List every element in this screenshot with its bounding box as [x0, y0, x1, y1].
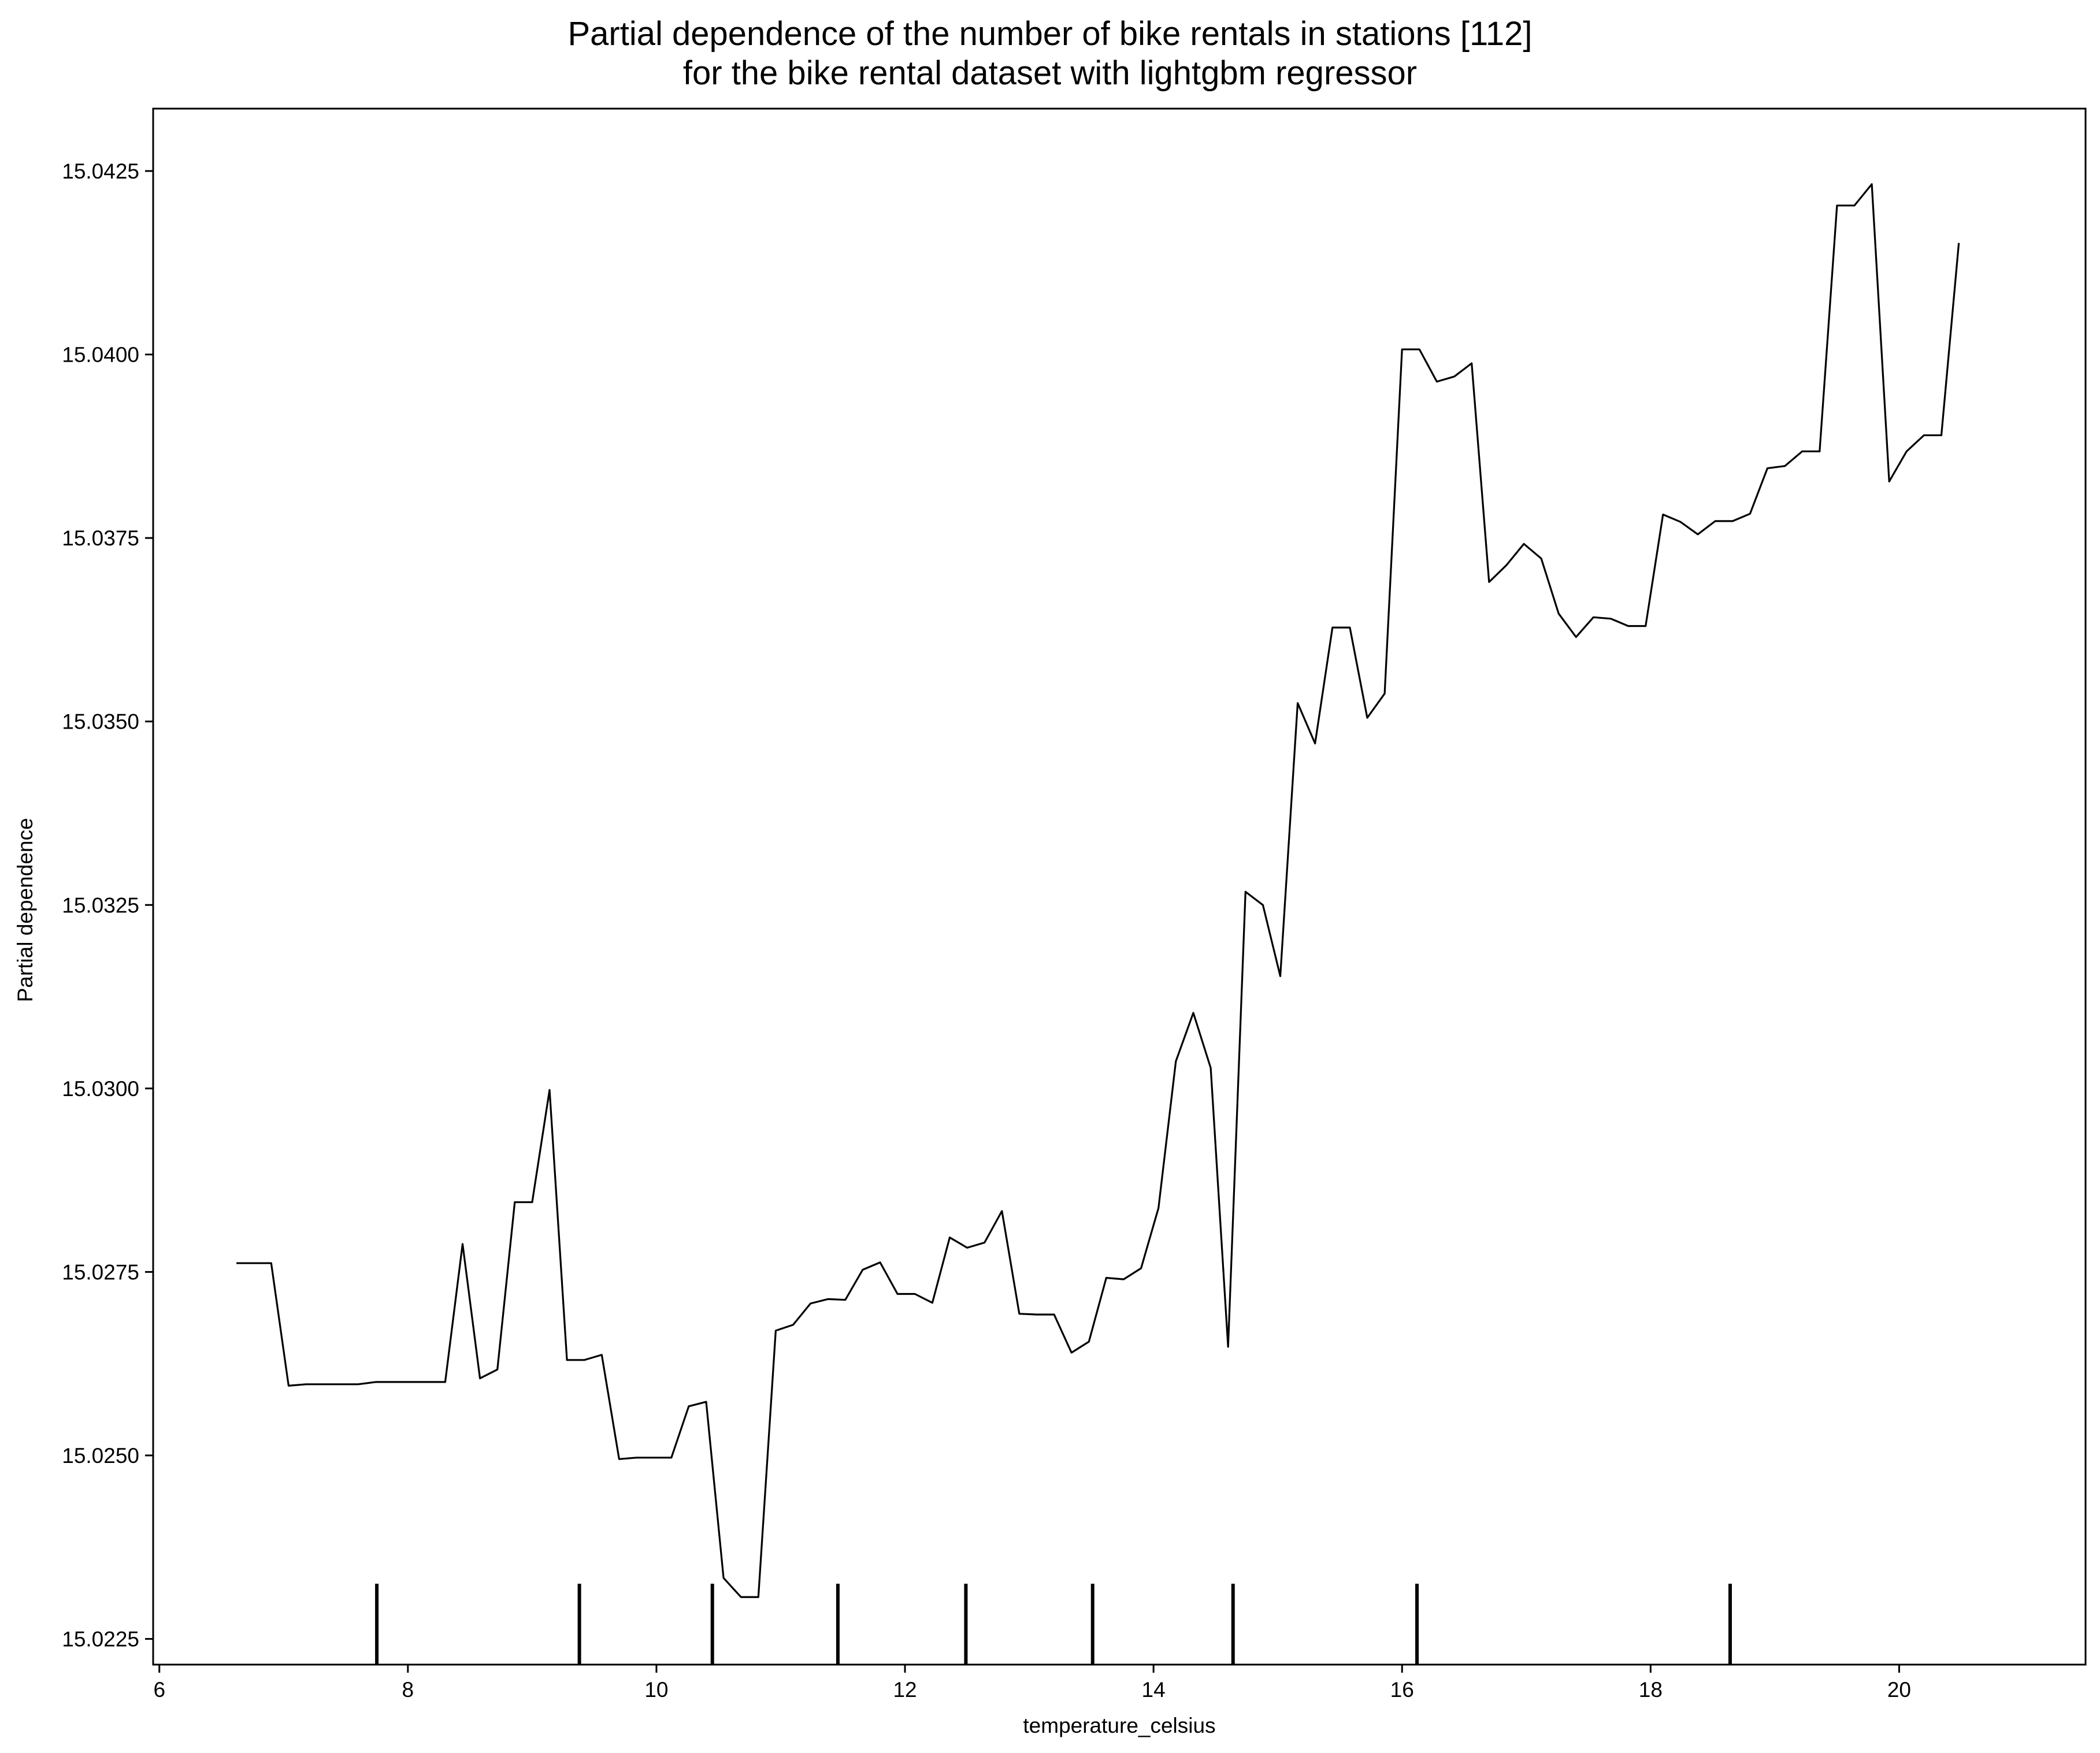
partial-dependence-line — [236, 183, 1960, 1598]
y-tick-label: 15.0325 — [62, 893, 139, 917]
plot-area-frame — [152, 107, 2087, 1666]
x-tick-label: 12 — [893, 1678, 917, 1702]
y-axis: 15.0225 15.0250 15.0275 15.0300 15.0325 15.03… — [62, 159, 153, 1651]
x-tick-label: 14 — [1142, 1678, 1166, 1702]
x-tick-label: 6 — [153, 1678, 165, 1702]
y-tick-label: 15.0400 — [62, 343, 139, 367]
y-tick-label: 15.0275 — [62, 1260, 139, 1284]
x-tick-label: 8 — [402, 1678, 414, 1702]
x-tick-label: 10 — [644, 1678, 668, 1702]
y-tick-label: 15.0375 — [62, 526, 139, 550]
series-layer — [236, 183, 1960, 1598]
decile-rug — [375, 1584, 1732, 1665]
y-tick-label: 15.0225 — [62, 1628, 139, 1651]
y-tick-label: 15.0300 — [62, 1077, 139, 1101]
x-tick-label: 16 — [1390, 1678, 1414, 1702]
chart-title-line-1: Partial dependence of the number of bike… — [567, 15, 1532, 53]
x-tick-label: 18 — [1639, 1678, 1663, 1702]
x-tick-label: 20 — [1887, 1678, 1911, 1702]
y-axis-label: Partial dependence — [13, 818, 37, 1002]
x-axis: 6 8 10 12 14 16 18 20 — [153, 1665, 1911, 1702]
y-tick-label: 15.0250 — [62, 1444, 139, 1468]
y-tick-label: 15.0350 — [62, 710, 139, 734]
x-axis-label: temperature_celsius — [1023, 1714, 1215, 1737]
chart-title-line-2: for the bike rental dataset with lightgb… — [683, 54, 1417, 92]
y-tick-label: 15.0425 — [62, 159, 139, 183]
